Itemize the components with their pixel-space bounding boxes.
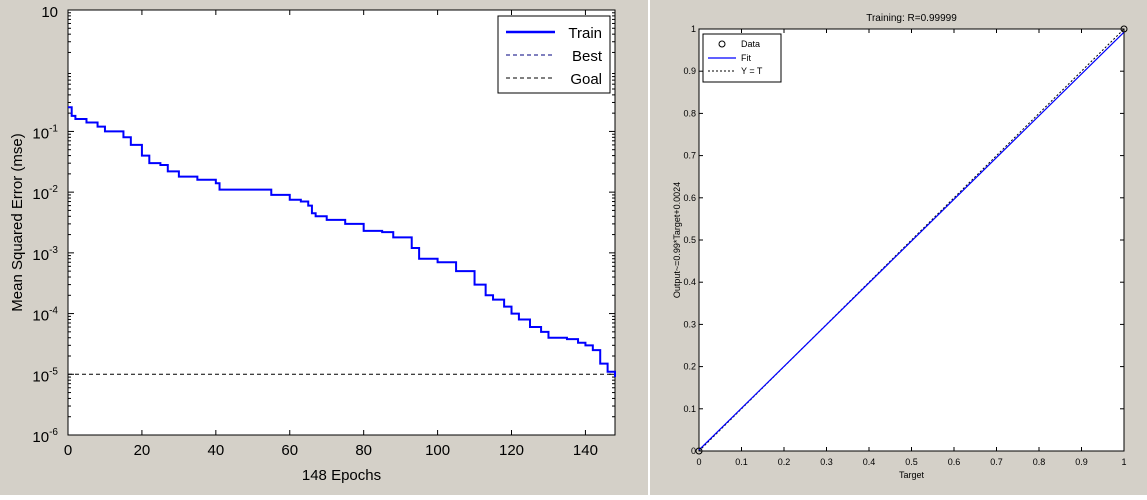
x-axis-label: 148 Epochs xyxy=(302,467,381,484)
x-tick-label: 60 xyxy=(281,442,298,459)
y-tick-base: 10 xyxy=(32,125,49,142)
train-line xyxy=(68,106,616,378)
x-tick-label: 0.9 xyxy=(1075,457,1088,467)
y-tick-label: 0 xyxy=(691,446,696,456)
y-tick-exponent: -5 xyxy=(49,366,58,377)
x-tick-label: 0.7 xyxy=(990,457,1003,467)
y-tick-label: 0.4 xyxy=(683,277,696,287)
y-tick-label: 0.6 xyxy=(683,193,696,203)
y-tick-exponent: -2 xyxy=(49,184,58,195)
data-point xyxy=(1120,25,1128,33)
chart-title: Training: R=0.99999 xyxy=(866,13,957,24)
legend-label: Goal xyxy=(570,71,602,88)
y-tick-base: 10 xyxy=(32,368,49,385)
x-tick-label: 0.2 xyxy=(778,457,791,467)
y-tick-label: 0.8 xyxy=(683,108,696,118)
y-tick-label: 0.2 xyxy=(683,362,696,372)
fit-line xyxy=(698,31,1125,451)
x-tick-label: 120 xyxy=(499,442,524,459)
y-tick-label: 0.7 xyxy=(683,151,696,161)
x-tick-label: 0 xyxy=(64,442,72,459)
y-tick-label: 0.1 xyxy=(683,404,696,414)
y-tick-label: 10-6 xyxy=(32,427,58,446)
data-point xyxy=(695,447,703,455)
x-tick-label: 0.6 xyxy=(948,457,961,467)
y-tick-label: 1 xyxy=(691,24,696,34)
y-tick-exponent: -1 xyxy=(49,123,58,134)
x-tick-label: 0.3 xyxy=(820,457,833,467)
x-axis-label: Target xyxy=(899,470,925,480)
y-tick-label: 10-2 xyxy=(32,184,58,203)
legend-label: Y = T xyxy=(741,66,763,76)
x-tick-label: 0.5 xyxy=(905,457,918,467)
y-tick-base: 10 xyxy=(32,186,49,203)
x-tick-label: 0.1 xyxy=(735,457,748,467)
x-tick-label: 1 xyxy=(1121,457,1126,467)
x-tick-label: 0 xyxy=(696,457,701,467)
y-axis-label: Mean Squared Error (mse) xyxy=(9,133,26,311)
x-tick-label: 20 xyxy=(134,442,151,459)
performance-plot-window: 0 20 40 60 80 100 120 140 10-6 10-5 10-4 10-3 10-2 10… xyxy=(0,0,648,495)
y-tick-base: 10 xyxy=(41,4,58,21)
y-tick-label: 10-5 xyxy=(32,366,58,385)
x-tick-label: 80 xyxy=(355,442,372,459)
legend-label: Best xyxy=(572,48,603,65)
y-tick-base: 10 xyxy=(32,429,49,446)
legend-data-marker xyxy=(718,40,726,48)
regression-plot-window: Training: R=0.99999 0 0.1 0.2 0.3 0.4 0.5 0.6 0.… xyxy=(650,0,1147,495)
y-tick-label: 10-1 xyxy=(32,123,58,142)
legend-label: Data xyxy=(741,39,760,49)
x-tick-label: 140 xyxy=(573,442,598,459)
y-tick-exponent: -3 xyxy=(49,245,58,256)
y-tick-exponent: -4 xyxy=(49,306,58,317)
x-tick-label: 100 xyxy=(425,442,450,459)
performance-plot: 0 20 40 60 80 100 120 14010-610-510-410-310-210… xyxy=(9,4,616,484)
y-tick-base: 10 xyxy=(32,247,49,264)
y-axis-label: Output~=0.99*Target+0.0024 xyxy=(672,182,682,298)
y-tick-label: 10-3 xyxy=(32,245,58,264)
legend-label: Fit xyxy=(741,53,751,63)
y-tick-label: 0.3 xyxy=(683,319,696,329)
legend-label: Train xyxy=(568,25,602,42)
y-tick-base: 10 xyxy=(32,308,49,325)
y-tick-label: 10 xyxy=(41,4,58,21)
regression-plot: Training: R=0.99999 0 0.1 0.2 0.3 0.4 0.5 0.6 0.… xyxy=(672,13,1128,480)
x-tick-label: 0.8 xyxy=(1033,457,1046,467)
y-tick-label: 0.5 xyxy=(683,235,696,245)
panel-divider xyxy=(648,0,650,495)
y-tick-exponent: -6 xyxy=(49,427,58,438)
x-tick-label: 40 xyxy=(207,442,224,459)
x-tick-label: 0.4 xyxy=(863,457,876,467)
y-tick-label: 10-4 xyxy=(32,306,58,325)
y-tick-label: 0.9 xyxy=(683,66,696,76)
